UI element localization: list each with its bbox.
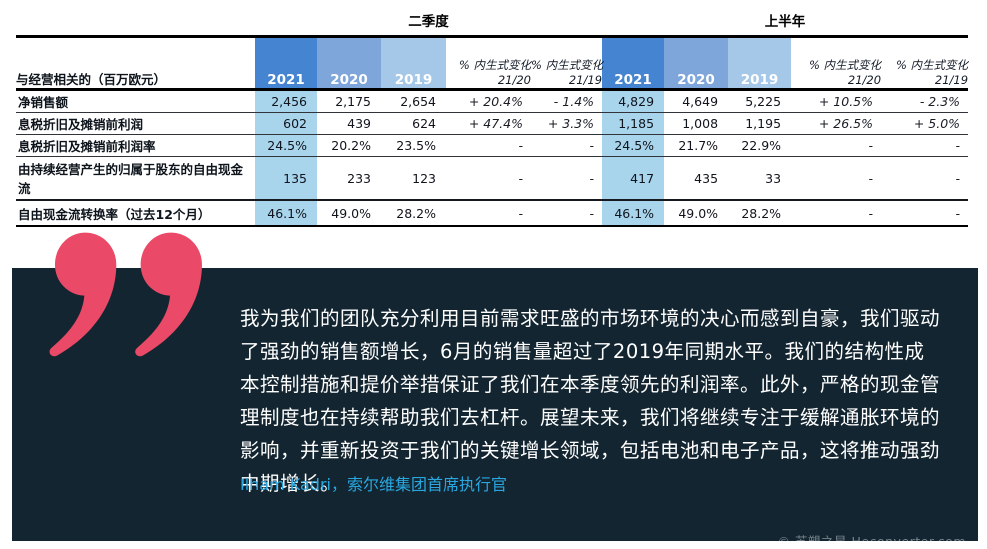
pct-sub-label: 21/19: [568, 73, 603, 87]
cell: + 10.5%: [791, 89, 882, 113]
cell: - 1.4%: [531, 89, 603, 113]
table-row-fcf-conversion: 自由现金流转换率（过去12个月） 46.1% 49.0% 28.2% - - 4…: [16, 200, 969, 227]
q2-col-2021: 2021: [255, 36, 317, 91]
cell: 24.5%: [602, 134, 665, 157]
cell: 33: [728, 156, 792, 201]
period-header-spacer: [16, 6, 255, 38]
cell: 435: [664, 156, 729, 201]
cell: 2,456: [255, 89, 317, 113]
cell: 2,175: [317, 89, 381, 113]
cell: + 47.4%: [446, 112, 531, 135]
cell: 123: [381, 156, 446, 201]
row-label: 自由现金流转换率（过去12个月）: [16, 200, 255, 227]
h1-col-pct-21-20: % 内生式变化 21/20: [791, 36, 882, 91]
cell: 439: [317, 112, 381, 135]
cell: -: [881, 200, 969, 227]
period-h1-label: 上半年: [602, 6, 969, 38]
cell: 1,195: [728, 112, 792, 135]
cell: 417: [602, 156, 665, 201]
cell: 4,829: [602, 89, 665, 113]
quotation-marks-icon: [49, 232, 202, 357]
pct-sub-label: 21/19: [934, 73, 969, 87]
cell: -: [791, 156, 882, 201]
row-label: 净销售额: [16, 89, 255, 113]
pct-change-label: % 内生式变化: [808, 58, 882, 72]
watermark: © 苏塑之星 Heconverter.com: [778, 531, 966, 541]
cell: + 26.5%: [791, 112, 882, 135]
pct-change-label: % 内生式变化: [531, 58, 604, 72]
cell: -: [791, 200, 882, 227]
cell: 233: [317, 156, 381, 201]
cell: -: [881, 134, 969, 157]
cell: - 2.3%: [881, 89, 969, 113]
cell: 46.1%: [602, 200, 665, 227]
cell: -: [791, 134, 882, 157]
h1-col-2020: 2020: [664, 36, 729, 91]
period-q2-label: 二季度: [255, 6, 603, 38]
table-row-free-cash-flow: 由持续经营产生的归属于股东的自由现金流 135 233 123 - - 417 …: [16, 156, 969, 201]
cell: 5,225: [728, 89, 792, 113]
h1-col-2021: 2021: [602, 36, 665, 91]
cell: 1,008: [664, 112, 729, 135]
row-label: 由持续经营产生的归属于股东的自由现金流: [16, 156, 255, 201]
cell: 23.5%: [381, 134, 446, 157]
quote-text: 我为我们的团队充分利用目前需求旺盛的市场环境的决心而感到自豪，我们驱动了强劲的销…: [240, 307, 941, 495]
cell: 28.2%: [381, 200, 446, 227]
cell: 49.0%: [664, 200, 729, 227]
q2-col-2020: 2020: [317, 36, 381, 91]
row-label: 息税折旧及摊销前利润: [16, 112, 255, 135]
cell: + 3.3%: [531, 112, 603, 135]
column-header-row: 与经营相关的（百万欧元） 2021 2020 2019 % 内生式变化 21/2…: [16, 36, 969, 91]
quote-attribution: Ilham Kadri，索尔维集团首席执行官: [240, 475, 507, 494]
cell: -: [531, 156, 603, 201]
cell: -: [531, 134, 603, 157]
cell: 49.0%: [317, 200, 381, 227]
cell: + 5.0%: [881, 112, 969, 135]
cell: -: [881, 156, 969, 201]
cell: -: [446, 200, 531, 227]
row-label: 息税折旧及摊销前利润率: [16, 134, 255, 157]
pct-sub-label: 21/20: [847, 73, 882, 87]
pct-change-label: % 内生式变化: [458, 58, 531, 72]
cell: 21.7%: [664, 134, 729, 157]
cell: 2,654: [381, 89, 446, 113]
cell: 28.2%: [728, 200, 792, 227]
cell: -: [446, 156, 531, 201]
q2-col-pct-21-19: % 内生式变化 21/19: [531, 36, 604, 91]
cell: 1,185: [602, 112, 665, 135]
cell: -: [446, 134, 531, 157]
cell: + 20.4%: [446, 89, 531, 113]
cell: -: [531, 200, 603, 227]
cell: 20.2%: [317, 134, 381, 157]
quote-panel: 我为我们的团队充分利用目前需求旺盛的市场环境的决心而感到自豪，我们驱动了强劲的销…: [12, 268, 978, 541]
financial-results-table: 二季度 上半年 与经营相关的（百万欧元） 2021 2020 2019 % 内生…: [16, 6, 969, 227]
cell: 22.9%: [728, 134, 792, 157]
q2-col-pct-21-20: % 内生式变化 21/20: [446, 36, 531, 91]
period-header-row: 二季度 上半年: [16, 6, 969, 38]
cell: 4,649: [664, 89, 729, 113]
cell: 24.5%: [255, 134, 317, 157]
cell: 602: [255, 112, 317, 135]
pct-change-label: % 内生式变化: [895, 58, 969, 72]
table-row-net-sales: 净销售额 2,456 2,175 2,654 + 20.4% - 1.4% 4,…: [16, 89, 969, 113]
q2-col-2019: 2019: [381, 36, 446, 91]
pct-sub-label: 21/20: [497, 73, 531, 87]
cell: 46.1%: [255, 200, 317, 227]
table-row-ebitda-margin: 息税折旧及摊销前利润率 24.5% 20.2% 23.5% - - 24.5% …: [16, 134, 969, 157]
cell: 624: [381, 112, 446, 135]
unit-label: 与经营相关的（百万欧元）: [16, 36, 255, 91]
cell: 135: [255, 156, 317, 201]
table-row-ebitda: 息税折旧及摊销前利润 602 439 624 + 47.4% + 3.3% 1,…: [16, 112, 969, 135]
h1-col-pct-21-19: % 内生式变化 21/19: [881, 36, 969, 91]
h1-col-2019: 2019: [728, 36, 792, 91]
